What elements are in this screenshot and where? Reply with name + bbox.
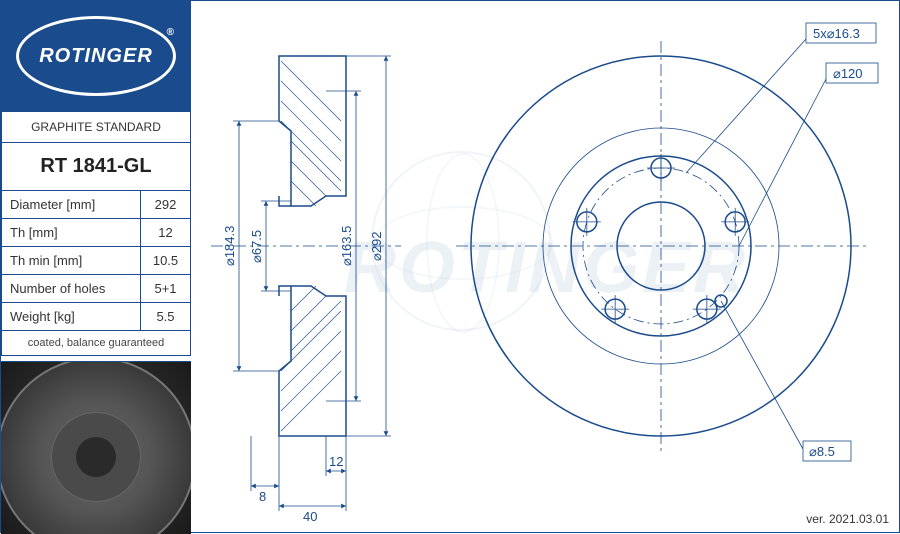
dim-d292: ⌀292 xyxy=(369,231,384,261)
dim-d163: ⌀163.5 xyxy=(339,226,354,266)
part-number: RT 1841-GL xyxy=(2,143,191,191)
dim-d184: ⌀184.3 xyxy=(222,226,237,266)
dim-8: 8 xyxy=(259,489,266,504)
callout-d120: ⌀120 xyxy=(833,66,863,81)
front-view: 5x⌀16.3 ⌀120 ⌀8.5 xyxy=(456,23,878,461)
spec-value: 5.5 xyxy=(141,303,191,331)
spec-label: Diameter [mm] xyxy=(2,191,141,219)
spec-table: GRAPHITE STANDARD RT 1841-GL Diameter [m… xyxy=(1,111,191,356)
brand-name: ROTINGER xyxy=(39,45,153,68)
table-row: Th min [mm]10.5 xyxy=(2,247,191,275)
product-photo xyxy=(1,361,191,534)
drawing-svg: ⌀292 ⌀163.5 ⌀184.3 ⌀67.5 12 8 40 xyxy=(191,1,900,534)
spec-panel: ROTINGER ® GRAPHITE STANDARD RT 1841-GL … xyxy=(1,1,191,534)
callout-d85: ⌀8.5 xyxy=(809,444,835,459)
footer-note: coated, balance guaranteed xyxy=(2,331,191,356)
version-label: ver. 2021.03.01 xyxy=(806,512,889,526)
registered-icon: ® xyxy=(167,27,175,38)
table-row: Th [mm]12 xyxy=(2,219,191,247)
table-row: Diameter [mm]292 xyxy=(2,191,191,219)
table-row: Number of holes5+1 xyxy=(2,275,191,303)
product-line: GRAPHITE STANDARD xyxy=(2,112,191,143)
callout-bolt: 5x⌀16.3 xyxy=(813,26,860,41)
dim-40: 40 xyxy=(303,509,317,524)
spec-label: Th min [mm] xyxy=(2,247,141,275)
dim-d67: ⌀67.5 xyxy=(249,230,264,263)
brand-logo: ROTINGER ® xyxy=(1,1,191,111)
spec-label: Weight [kg] xyxy=(2,303,141,331)
profile-view: ⌀292 ⌀163.5 ⌀184.3 ⌀67.5 12 8 40 xyxy=(211,56,401,524)
spec-label: Th [mm] xyxy=(2,219,141,247)
spec-value: 5+1 xyxy=(141,275,191,303)
spec-value: 12 xyxy=(141,219,191,247)
spec-label: Number of holes xyxy=(2,275,141,303)
technical-drawing: ROTINGER xyxy=(191,1,900,534)
spec-value: 292 xyxy=(141,191,191,219)
table-row: Weight [kg]5.5 xyxy=(2,303,191,331)
dim-12: 12 xyxy=(329,454,343,469)
spec-value: 10.5 xyxy=(141,247,191,275)
